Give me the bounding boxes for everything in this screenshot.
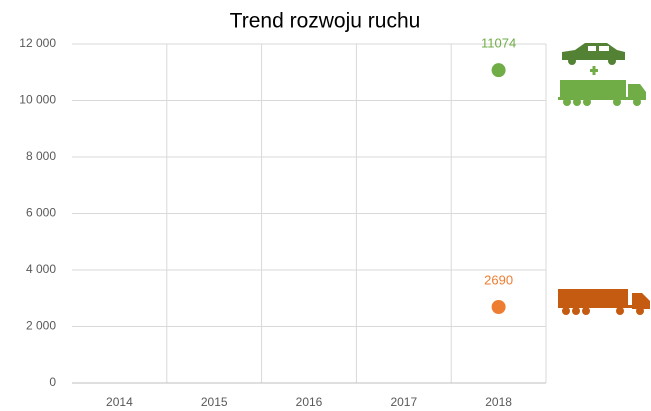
x-tick-label: 2015 bbox=[201, 395, 228, 409]
y-tick-label: 0 bbox=[49, 375, 56, 389]
car-icon bbox=[562, 43, 625, 65]
x-tick-label: 2017 bbox=[390, 395, 417, 409]
y-tick-label: 6 000 bbox=[26, 206, 56, 220]
y-tick-label: 2 000 bbox=[26, 319, 56, 333]
orange-truck-icon bbox=[558, 289, 650, 315]
y-tick-label: 12 000 bbox=[19, 36, 56, 50]
plus-icon bbox=[590, 66, 598, 75]
green-truck-icon bbox=[558, 80, 646, 106]
data-label: 2690 bbox=[484, 272, 513, 287]
chart-title: Trend rozwoju ruchu bbox=[230, 10, 421, 33]
x-tick-label: 2016 bbox=[296, 395, 323, 409]
x-tick-label: 2014 bbox=[106, 395, 133, 409]
point bbox=[491, 63, 506, 78]
y-tick-label: 10 000 bbox=[19, 93, 56, 107]
data-label: 11074 bbox=[481, 36, 516, 51]
y-tick-label: 8 000 bbox=[26, 149, 56, 163]
y-tick-label: 4 000 bbox=[26, 262, 56, 276]
icons bbox=[558, 43, 650, 315]
point bbox=[491, 300, 506, 315]
x-tick-label: 2018 bbox=[485, 395, 512, 409]
